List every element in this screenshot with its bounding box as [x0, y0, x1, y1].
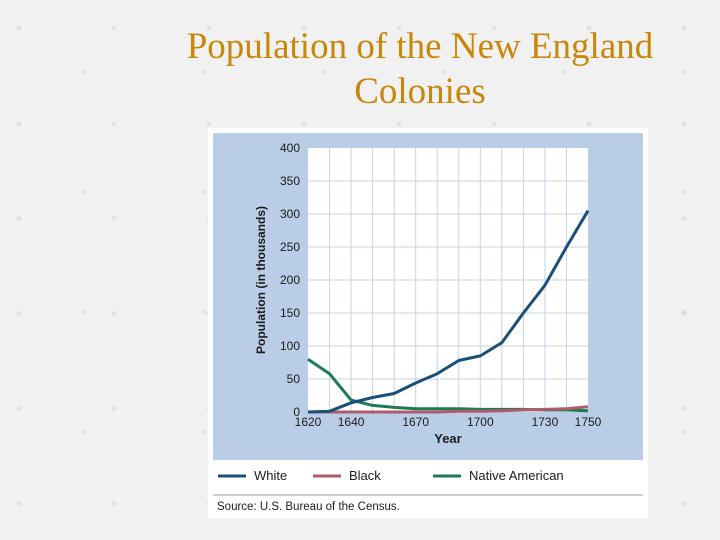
legend-label-native-american: Native American	[469, 468, 564, 483]
y-axis-label: Population (in thousands)	[254, 206, 268, 354]
legend-strip	[213, 460, 643, 493]
y-tick-label: 0	[293, 405, 300, 419]
x-tick-label: 1670	[402, 415, 429, 429]
y-tick-label: 300	[280, 207, 300, 221]
series-layer	[307, 209, 590, 414]
x-tick-labels: 1620 1640 1670 1700 1730 1750	[295, 415, 602, 429]
y-tick-label: 400	[280, 141, 300, 155]
y-tick-label: 200	[280, 273, 300, 287]
series-line-white	[307, 209, 590, 414]
y-tick-label: 50	[287, 372, 301, 386]
x-tick-label: 1640	[338, 415, 365, 429]
slide-title: Population of the New England Colonies	[120, 24, 720, 114]
x-tick-label: 1620	[295, 415, 322, 429]
y-tick-label: 100	[280, 339, 300, 353]
legend-label-black: Black	[349, 468, 381, 483]
source-note: Source: U.S. Bureau of the Census.	[217, 501, 400, 513]
y-tick-labels: 0 50 100 150 200 250 300 350 400	[280, 141, 300, 419]
grid-layer	[308, 148, 588, 412]
legend: White Black Native American	[218, 468, 564, 483]
series-line-black	[308, 405, 589, 414]
y-tick-label: 250	[280, 240, 300, 254]
x-tick-label: 1700	[467, 415, 494, 429]
x-tick-label: 1730	[532, 415, 559, 429]
x-tick-label: 1750	[575, 415, 602, 429]
slide-title-line-2: Colonies	[354, 71, 486, 112]
y-tick-label: 350	[280, 174, 300, 188]
slide-title-line-1: Population of the New England	[186, 26, 654, 67]
population-line-chart: 0 50 100 150 200 250 300 350 400 1620 1640 1670 170…	[213, 133, 643, 513]
x-axis-label: Year	[434, 431, 461, 446]
legend-label-white: White	[254, 468, 287, 483]
chart-figure: 0 50 100 150 200 250 300 350 400 1620 1640 1670 170…	[208, 128, 648, 518]
y-tick-label: 150	[280, 306, 300, 320]
